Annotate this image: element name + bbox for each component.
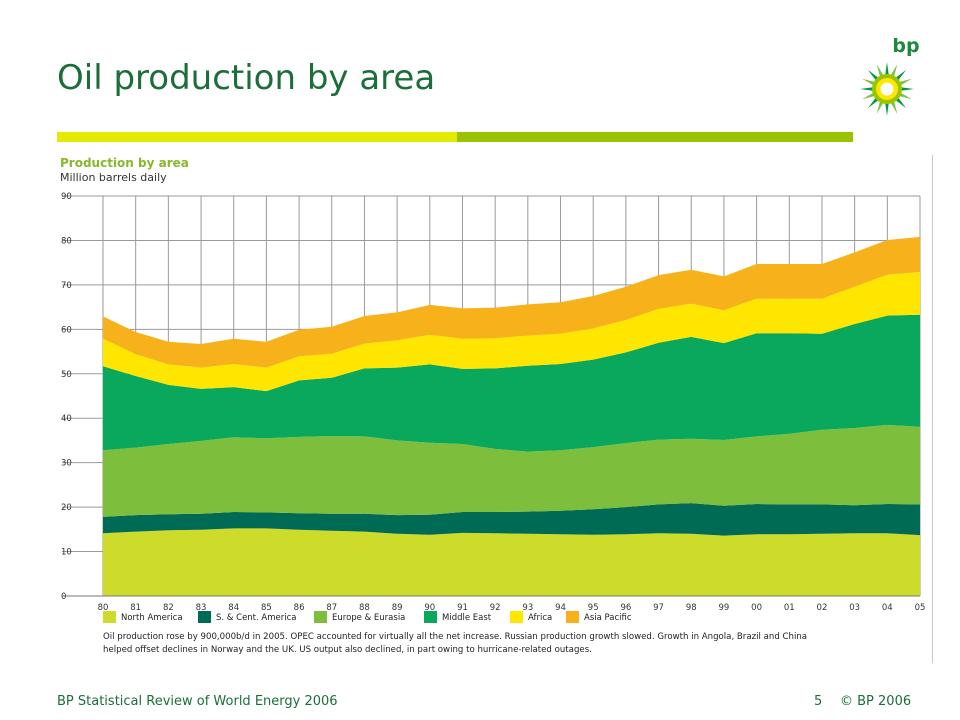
legend-label: Asia Pacific (584, 613, 632, 623)
helios-ray (885, 102, 889, 116)
legend-swatch (566, 611, 579, 623)
series-area-s-cent-america (103, 503, 920, 536)
page-number: 5 (814, 694, 823, 709)
helios-ray (876, 64, 884, 77)
x-tick-label: 96 (620, 603, 631, 613)
chart-note-line: helped offset declines in Norway and the… (103, 645, 592, 655)
y-tick-label: 80 (61, 236, 72, 246)
right-edge-rule (932, 155, 937, 663)
copyright-notice: © BP 2006 (840, 694, 912, 709)
y-tick-label: 40 (61, 414, 72, 424)
x-tick-label: 99 (719, 603, 730, 613)
helios-ray (890, 101, 898, 114)
x-tick-label: 80 (98, 603, 109, 613)
y-tick-label: 30 (61, 459, 72, 469)
x-tick-label: 82 (163, 603, 174, 613)
helios-icon (860, 62, 914, 116)
x-tick-label: 85 (261, 603, 272, 613)
helios-ray (867, 97, 879, 109)
production-chart: Production by area Million barrels daily… (60, 156, 926, 655)
helios-ray (867, 69, 879, 81)
y-tick-label: 70 (61, 281, 72, 291)
series-area-africa (103, 272, 920, 392)
x-tick-label: 03 (849, 603, 860, 613)
x-tick-label: 93 (522, 603, 533, 613)
y-tick-label: 0 (61, 592, 66, 602)
x-tick-label: 95 (588, 603, 599, 613)
helios-ray (899, 92, 912, 100)
x-tick-label: 88 (359, 603, 370, 613)
series-area-middle-east (103, 314, 920, 452)
legend-label: S. & Cent. America (216, 613, 296, 623)
chart-note-line: Oil production rose by 900,000b/d in 200… (103, 632, 807, 642)
x-tick-label: 87 (326, 603, 337, 613)
slide-title: Oil production by area (57, 58, 436, 98)
x-tick-label: 97 (653, 603, 664, 613)
bp-wordmark: bp (892, 35, 919, 57)
helios-ray (862, 92, 875, 100)
x-tick-label: 04 (882, 603, 893, 613)
y-tick-label: 50 (61, 370, 72, 380)
x-tick-label: 02 (817, 603, 828, 613)
legend-swatch (510, 611, 523, 623)
footer-source: BP Statistical Review of World Energy 20… (57, 694, 338, 709)
chart-subtitle: Million barrels daily (60, 171, 167, 184)
helios-ray (899, 78, 912, 86)
legend-swatch (314, 611, 327, 623)
legend-label: North America (121, 613, 183, 623)
legend-swatch (198, 611, 211, 623)
x-tick-label: 90 (424, 603, 435, 613)
helios-ray (890, 64, 898, 77)
x-tick-label: 92 (490, 603, 501, 613)
helios-ray (860, 87, 874, 91)
helios-ray (895, 69, 907, 81)
series-area-north-america (103, 528, 920, 596)
y-tick-label: 10 (61, 548, 72, 558)
helios-ray (895, 97, 907, 109)
x-tick-label: 86 (294, 603, 305, 613)
chart-title: Production by area (60, 156, 189, 170)
x-tick-label: 83 (196, 603, 207, 613)
x-tick-label: 98 (686, 603, 697, 613)
x-tick-label: 91 (457, 603, 468, 613)
legend-label: Middle East (442, 613, 492, 623)
x-tick-label: 05 (915, 603, 926, 613)
helios-ray (900, 87, 914, 91)
x-tick-label: 01 (784, 603, 795, 613)
x-tick-label: 00 (751, 603, 762, 613)
helios-ray (862, 78, 875, 86)
legend-swatch (103, 611, 116, 623)
bp-logo-icon: bp (860, 35, 920, 116)
legend-label: Europe & Eurasia (332, 613, 405, 623)
y-tick-label: 60 (61, 325, 72, 335)
y-tick-label: 90 (61, 192, 72, 202)
x-tick-label: 94 (555, 603, 566, 613)
title-rule-green (457, 132, 853, 142)
x-tick-label: 84 (228, 603, 239, 613)
x-tick-label: 89 (392, 603, 403, 613)
y-tick-label: 20 (61, 503, 72, 513)
helios-ray (876, 101, 884, 114)
series-area-asia-pacific (103, 236, 920, 368)
legend-label: Africa (528, 613, 552, 623)
title-rule-yellow (57, 132, 457, 142)
series-area-europe-eurasia (103, 424, 920, 517)
helios-ray (885, 62, 889, 76)
legend-swatch (424, 611, 437, 623)
x-tick-label: 81 (130, 603, 141, 613)
